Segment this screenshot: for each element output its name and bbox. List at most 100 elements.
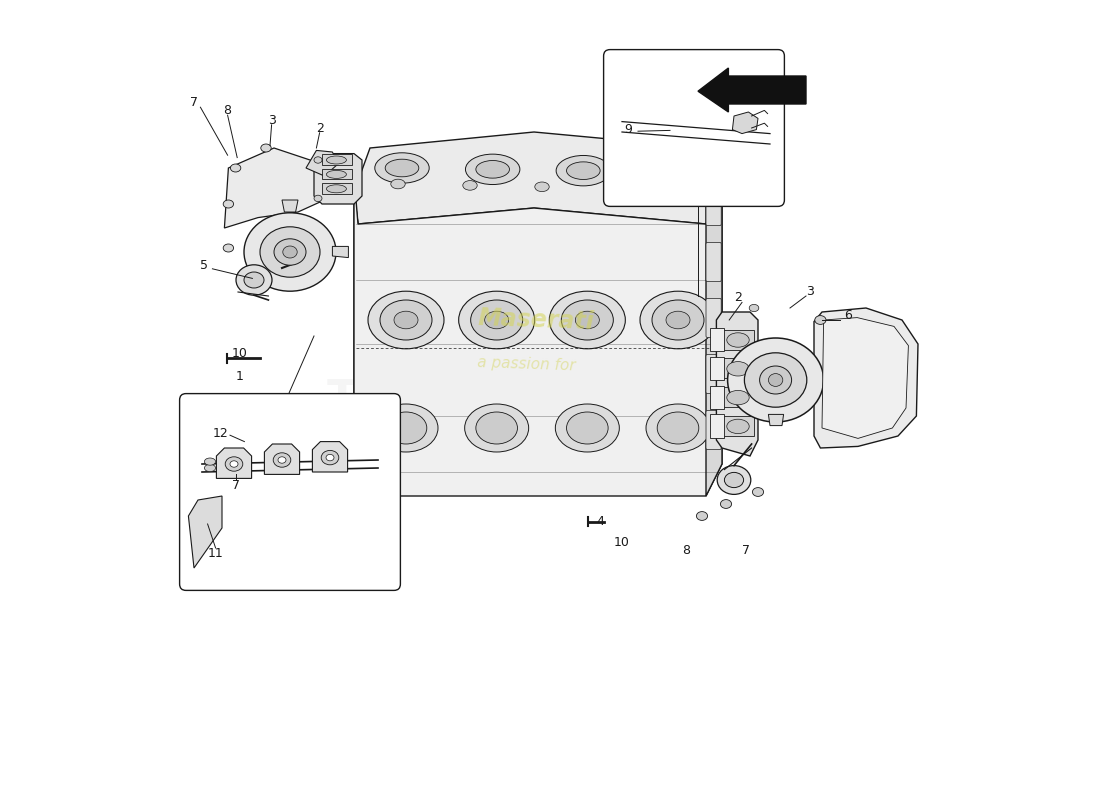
Polygon shape (710, 357, 724, 380)
Text: 6: 6 (844, 309, 851, 322)
Polygon shape (822, 318, 909, 438)
Ellipse shape (327, 156, 346, 164)
Text: 3: 3 (806, 285, 814, 298)
Ellipse shape (226, 457, 243, 471)
Ellipse shape (652, 300, 704, 340)
Text: 2: 2 (316, 122, 323, 134)
Polygon shape (314, 154, 362, 204)
Ellipse shape (273, 453, 290, 467)
Ellipse shape (244, 213, 336, 291)
Ellipse shape (657, 163, 691, 181)
Polygon shape (722, 387, 754, 407)
Ellipse shape (727, 362, 749, 376)
Ellipse shape (463, 181, 477, 190)
Text: 2: 2 (734, 291, 741, 304)
Ellipse shape (769, 374, 783, 386)
Ellipse shape (205, 464, 216, 472)
Ellipse shape (459, 291, 535, 349)
Ellipse shape (727, 333, 749, 347)
Ellipse shape (326, 454, 334, 461)
Polygon shape (188, 496, 222, 568)
Ellipse shape (375, 153, 429, 183)
Text: TUTTOAUTOPEZZI: TUTTOAUTOPEZZI (327, 378, 773, 422)
Polygon shape (722, 330, 754, 350)
Polygon shape (706, 148, 722, 496)
Ellipse shape (230, 164, 241, 172)
FancyBboxPatch shape (706, 186, 722, 226)
Ellipse shape (385, 412, 427, 444)
Ellipse shape (205, 458, 216, 466)
Ellipse shape (535, 182, 549, 192)
Text: 1: 1 (235, 370, 243, 382)
Ellipse shape (640, 291, 716, 349)
Ellipse shape (666, 311, 690, 329)
Ellipse shape (566, 412, 608, 444)
Polygon shape (354, 176, 722, 496)
Text: 8: 8 (223, 104, 232, 117)
Polygon shape (710, 328, 724, 351)
Text: 8: 8 (682, 544, 690, 557)
Ellipse shape (556, 404, 619, 452)
Ellipse shape (717, 466, 751, 494)
Polygon shape (282, 200, 298, 212)
Text: 4: 4 (596, 515, 604, 528)
Polygon shape (332, 246, 349, 258)
Ellipse shape (760, 366, 792, 394)
Ellipse shape (223, 200, 233, 208)
Polygon shape (722, 358, 754, 378)
Ellipse shape (314, 195, 322, 202)
Ellipse shape (815, 315, 826, 325)
Polygon shape (814, 308, 918, 448)
Ellipse shape (230, 461, 238, 467)
Text: 10: 10 (614, 536, 630, 549)
Ellipse shape (720, 499, 732, 509)
Ellipse shape (561, 300, 614, 340)
FancyBboxPatch shape (179, 394, 400, 590)
FancyBboxPatch shape (706, 298, 722, 338)
Polygon shape (354, 176, 358, 496)
Ellipse shape (657, 412, 698, 444)
Ellipse shape (327, 185, 346, 193)
FancyBboxPatch shape (706, 410, 722, 450)
Text: 11: 11 (208, 547, 223, 560)
Polygon shape (710, 414, 724, 438)
Ellipse shape (549, 291, 625, 349)
Polygon shape (722, 416, 754, 436)
Polygon shape (312, 442, 348, 472)
Ellipse shape (261, 144, 272, 152)
Ellipse shape (314, 157, 322, 163)
Ellipse shape (260, 227, 320, 278)
Ellipse shape (374, 404, 438, 452)
Ellipse shape (696, 512, 707, 520)
FancyBboxPatch shape (706, 242, 722, 282)
Ellipse shape (283, 246, 297, 258)
Ellipse shape (321, 450, 339, 465)
Text: 3: 3 (267, 114, 275, 126)
Ellipse shape (476, 412, 517, 444)
Ellipse shape (394, 311, 418, 329)
Text: Maserati: Maserati (477, 306, 595, 334)
Polygon shape (224, 148, 324, 228)
Polygon shape (769, 414, 783, 426)
Text: 5: 5 (200, 259, 208, 272)
Ellipse shape (566, 162, 601, 179)
Ellipse shape (236, 265, 272, 295)
FancyBboxPatch shape (706, 354, 722, 394)
Ellipse shape (274, 238, 306, 266)
Ellipse shape (327, 170, 346, 178)
Text: 7: 7 (232, 479, 241, 492)
Ellipse shape (575, 311, 600, 329)
Polygon shape (354, 132, 722, 224)
Polygon shape (217, 448, 252, 478)
Ellipse shape (727, 419, 749, 434)
Polygon shape (264, 444, 299, 474)
Ellipse shape (725, 472, 744, 488)
Polygon shape (710, 386, 724, 409)
Ellipse shape (749, 304, 759, 312)
FancyBboxPatch shape (604, 50, 784, 206)
Ellipse shape (368, 291, 444, 349)
Polygon shape (322, 154, 352, 165)
Text: 10: 10 (232, 347, 248, 360)
Ellipse shape (223, 244, 233, 252)
Ellipse shape (476, 161, 509, 178)
